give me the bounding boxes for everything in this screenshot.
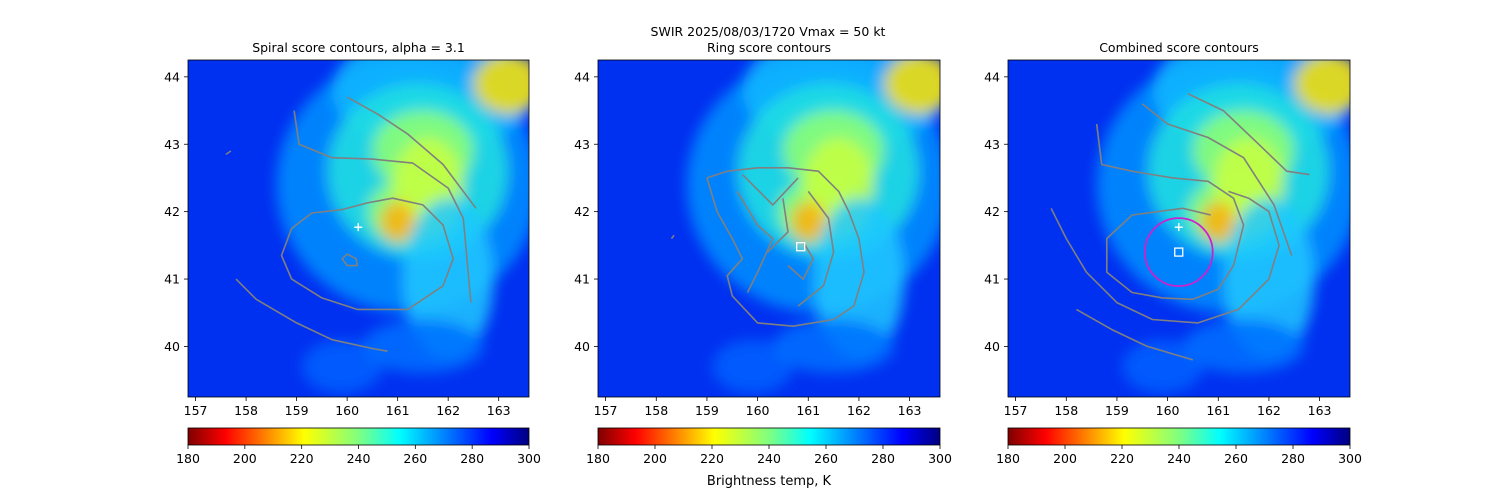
colorbar: 180 200 220 240 260 280 300	[996, 427, 1362, 466]
panel-title: Ring score contours	[707, 40, 831, 55]
colorbar-tick-label: 180	[176, 451, 200, 466]
colorbar-tick-label: 300	[517, 451, 541, 466]
y-tick-label: 42	[164, 204, 180, 219]
colorbar-tick-label: 260	[403, 451, 427, 466]
score-contour	[706, 167, 865, 327]
colorbar-tick-label: 240	[1167, 451, 1191, 466]
score-contour	[1141, 103, 1293, 256]
colorbar-tick-label: 200	[643, 451, 667, 466]
colorbar-tick-label: 200	[233, 451, 257, 466]
x-tick-label: 162	[436, 403, 460, 418]
y-tick-label: 41	[574, 272, 590, 287]
x-tick-label: 159	[695, 403, 719, 418]
axes-frame	[1007, 59, 1351, 398]
colorbar-tick-label: 240	[757, 451, 781, 466]
y-tick-label: 41	[984, 272, 1000, 287]
score-contour	[1076, 308, 1194, 361]
panel-title: Spiral score contours, alpha = 3.1	[252, 40, 465, 55]
score-contour	[293, 110, 472, 303]
colorbar-tick-label: 200	[1053, 451, 1077, 466]
x-tick-label: 161	[386, 403, 410, 418]
colorbar-tick-label: 280	[460, 451, 484, 466]
x-tick-label: 163	[898, 403, 922, 418]
x-tick-label: 160	[1156, 403, 1180, 418]
brightness-temp-image	[188, 60, 529, 397]
y-tick-label: 42	[574, 204, 590, 219]
panel-title: Combined score contours	[1099, 40, 1259, 55]
y-tick-label: 44	[574, 69, 590, 84]
axes-frame	[187, 59, 530, 398]
score-contour	[1050, 190, 1280, 324]
y-tick-label: 40	[574, 339, 590, 354]
score-contour	[1095, 123, 1245, 301]
colorbar: 180 200 220 240 260 280 300	[586, 427, 952, 466]
center-square-marker	[1174, 247, 1184, 257]
x-tick-label: 163	[1308, 403, 1332, 418]
x-tick-label: 162	[1257, 403, 1281, 418]
score-contour	[235, 278, 388, 352]
x-tick-label: 157	[594, 403, 618, 418]
colorbar-tick-label: 280	[1281, 451, 1305, 466]
y-tick-label: 40	[984, 339, 1000, 354]
x-tick-label: 159	[285, 403, 309, 418]
colorbar-tick-label: 260	[814, 451, 838, 466]
y-tick-label: 44	[164, 69, 180, 84]
score-contour	[797, 190, 835, 307]
score-contour	[1187, 92, 1310, 176]
score-contour	[670, 234, 675, 240]
colorbar-tick-label: 300	[928, 451, 952, 466]
y-tick-label: 40	[164, 339, 180, 354]
score-contour	[741, 174, 799, 206]
panel-2: Ring score contours 157 158 159 160 161 162 163…	[574, 40, 952, 466]
colorbar-tick-label: 280	[871, 451, 895, 466]
x-tick-label: 160	[335, 403, 359, 418]
center-plus-marker	[354, 223, 363, 232]
score-contour	[280, 197, 454, 311]
x-tick-label: 161	[1206, 403, 1230, 418]
score-contour	[346, 96, 477, 209]
colorbar-tick-label: 300	[1338, 451, 1362, 466]
ring-circle-marker	[1143, 217, 1214, 287]
x-tick-label: 160	[746, 403, 770, 418]
x-tick-label: 161	[796, 403, 820, 418]
colorbar-tick-label: 240	[347, 451, 371, 466]
colorbar-tick-label: 220	[700, 451, 724, 466]
panel-1: Spiral score contours, alpha = 3.1 157 158…	[164, 40, 541, 466]
score-contour	[767, 198, 789, 253]
y-tick-label: 42	[984, 204, 1000, 219]
score-contour	[225, 150, 232, 156]
colorbar-tick-label: 220	[290, 451, 314, 466]
colorbar-tick-label: 260	[1224, 451, 1248, 466]
brightness-temp-image	[1008, 60, 1350, 397]
y-tick-label: 44	[984, 69, 1000, 84]
center-plus-marker	[1174, 223, 1183, 232]
colorbar-tick-label: 180	[586, 451, 610, 466]
y-tick-label: 43	[164, 137, 180, 152]
x-tick-label: 158	[644, 403, 668, 418]
y-tick-label: 41	[164, 272, 180, 287]
figure-suptitle: SWIR 2025/08/03/1720 Vmax = 50 kt	[651, 24, 886, 39]
center-square-marker	[796, 242, 806, 252]
colorbar-label: Brightness temp, K	[707, 474, 832, 489]
colorbar: 180 200 220 240 260 280 300	[176, 427, 541, 466]
y-tick-label: 43	[984, 137, 1000, 152]
x-tick-label: 159	[1105, 403, 1129, 418]
x-tick-label: 158	[234, 403, 258, 418]
panel-3: Combined score contours 157 158 159 160 161 16…	[984, 40, 1362, 466]
brightness-temp-image	[598, 60, 940, 397]
y-tick-label: 43	[574, 137, 590, 152]
x-tick-label: 157	[184, 403, 208, 418]
colorbar-tick-label: 180	[996, 451, 1020, 466]
colorbar-tick-label: 220	[1110, 451, 1134, 466]
score-contour	[787, 241, 815, 280]
score-contour	[736, 190, 774, 293]
x-tick-label: 163	[487, 403, 511, 418]
x-tick-label: 158	[1054, 403, 1078, 418]
x-tick-label: 162	[847, 403, 871, 418]
score-contour	[341, 253, 358, 267]
axes-frame	[597, 59, 941, 398]
x-tick-label: 157	[1004, 403, 1028, 418]
